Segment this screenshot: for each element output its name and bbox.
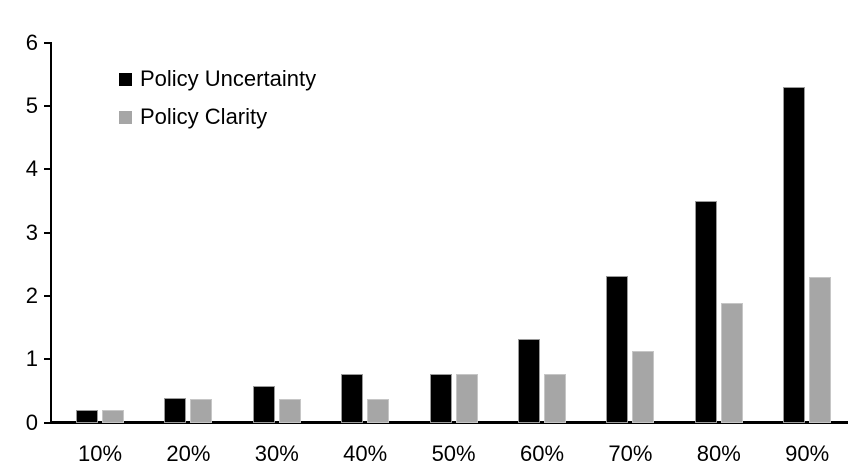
y-tick-label: 4 — [25, 156, 38, 182]
y-tick-label: 0 — [25, 409, 38, 435]
bar-policy-uncertainty — [76, 409, 98, 423]
bar-policy-uncertainty — [252, 385, 275, 423]
y-tick-label: 2 — [25, 282, 38, 308]
bar-policy-clarity — [278, 398, 301, 423]
bar-policy-clarity — [455, 373, 478, 423]
y-tick — [44, 168, 52, 171]
x-tick-label: 30% — [254, 441, 299, 466]
bar-policy-clarity — [190, 398, 213, 423]
x-tick-label: 40% — [343, 441, 388, 466]
legend-label: Policy Clarity — [140, 104, 268, 129]
legend-swatch-icon — [119, 110, 132, 124]
y-tick-label: 1 — [25, 346, 38, 372]
bar-policy-uncertainty — [783, 86, 806, 423]
bar-policy-clarity — [544, 373, 566, 423]
y-tick — [44, 104, 52, 107]
y-tick — [44, 421, 52, 424]
bar-policy-uncertainty — [518, 338, 540, 423]
y-tick-label: 5 — [25, 92, 38, 118]
bar-policy-clarity — [632, 350, 655, 423]
legend-label: Policy Uncertainty — [140, 66, 317, 91]
bar-policy-uncertainty — [164, 397, 187, 423]
x-tick-label: 60% — [519, 441, 565, 466]
y-tick — [44, 358, 52, 361]
y-tick — [44, 294, 52, 297]
x-axis-line — [50, 421, 848, 424]
bar-policy-uncertainty — [694, 200, 717, 423]
x-tick-label: 80% — [696, 441, 741, 466]
bar-policy-clarity — [809, 276, 832, 423]
x-tick-label: 20% — [166, 441, 211, 466]
legend-item: Policy Clarity — [119, 98, 316, 136]
bar-policy-clarity — [720, 302, 743, 423]
bar-policy-uncertainty — [429, 373, 452, 423]
x-tick-label: 70% — [608, 441, 653, 466]
bar-policy-clarity — [367, 398, 390, 423]
legend-swatch-icon — [119, 72, 132, 86]
y-tick-label: 3 — [25, 219, 38, 245]
legend-item: Policy Uncertainty — [119, 60, 316, 98]
legend: Policy Uncertainty Policy Clarity — [119, 60, 316, 136]
bar-policy-uncertainty — [606, 275, 629, 423]
y-tick — [44, 231, 52, 234]
bar-policy-uncertainty — [341, 373, 364, 423]
y-tick-label: 6 — [25, 29, 38, 55]
bar-policy-clarity — [102, 409, 124, 423]
y-tick — [44, 41, 52, 44]
x-tick-label: 50% — [431, 441, 476, 466]
x-tick-label: 10% — [77, 441, 123, 466]
x-tick-label: 90% — [785, 441, 830, 466]
